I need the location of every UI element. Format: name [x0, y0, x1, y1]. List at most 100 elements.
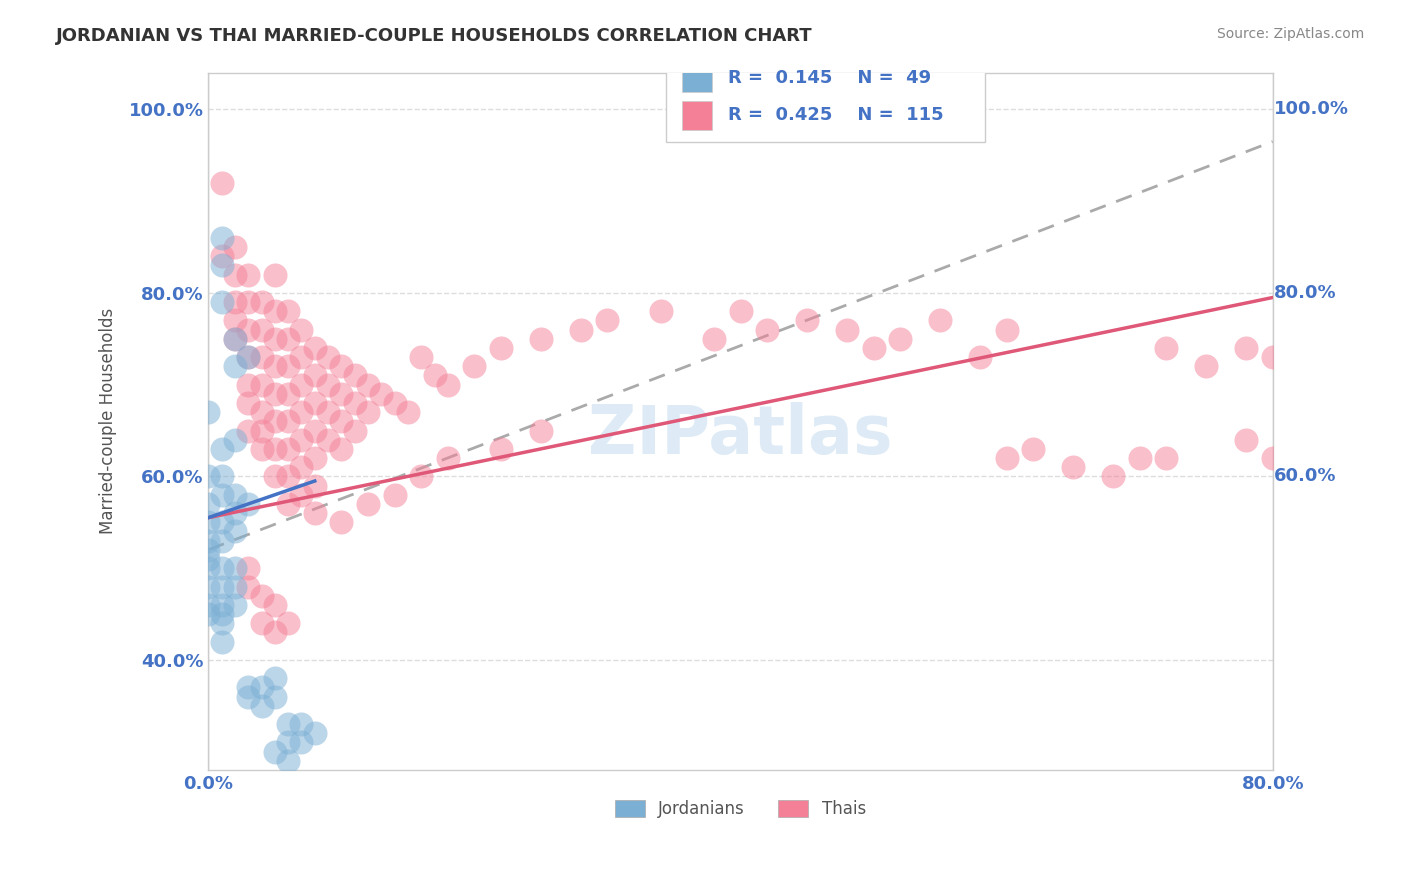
- Point: [330, 516, 353, 530]
- Point: [238, 268, 260, 282]
- Point: [277, 332, 299, 346]
- Point: [304, 341, 326, 355]
- Point: [569, 323, 592, 337]
- Point: [224, 332, 246, 346]
- Point: [290, 405, 312, 419]
- Point: [250, 616, 273, 631]
- Point: [290, 735, 312, 749]
- Point: [197, 516, 219, 530]
- Point: [889, 332, 911, 346]
- Point: [290, 377, 312, 392]
- Point: [263, 359, 285, 374]
- Point: [756, 323, 779, 337]
- Point: [650, 304, 672, 318]
- Point: [290, 460, 312, 475]
- Point: [1102, 469, 1125, 483]
- Point: [238, 681, 260, 695]
- Point: [277, 442, 299, 456]
- Point: [290, 717, 312, 731]
- Point: [330, 387, 353, 401]
- Point: [995, 323, 1018, 337]
- Point: [211, 176, 233, 190]
- Point: [250, 295, 273, 310]
- Point: [197, 552, 219, 566]
- Point: [224, 313, 246, 327]
- Point: [530, 332, 553, 346]
- Point: [411, 350, 433, 364]
- Point: [530, 424, 553, 438]
- Point: [211, 561, 233, 575]
- Point: [263, 745, 285, 759]
- Point: [224, 488, 246, 502]
- Point: [357, 497, 380, 511]
- Point: [357, 377, 380, 392]
- Point: [437, 451, 460, 466]
- Point: [238, 497, 260, 511]
- Point: [238, 323, 260, 337]
- Point: [263, 332, 285, 346]
- Point: [290, 433, 312, 447]
- Point: [224, 332, 246, 346]
- Point: [238, 396, 260, 410]
- Point: [995, 451, 1018, 466]
- Point: [384, 396, 406, 410]
- Point: [277, 754, 299, 768]
- Point: [224, 295, 246, 310]
- Point: [238, 377, 260, 392]
- Point: [703, 332, 725, 346]
- Point: [211, 634, 233, 648]
- Point: [224, 598, 246, 612]
- Point: [796, 313, 818, 327]
- Point: [370, 387, 392, 401]
- Point: [277, 359, 299, 374]
- Point: [211, 295, 233, 310]
- Point: [316, 433, 339, 447]
- Point: [330, 414, 353, 428]
- Point: [1156, 451, 1178, 466]
- Point: [250, 405, 273, 419]
- Point: [224, 561, 246, 575]
- Point: [330, 442, 353, 456]
- Point: [250, 698, 273, 713]
- Point: [730, 304, 752, 318]
- Point: [316, 405, 339, 419]
- Point: [1261, 350, 1284, 364]
- Point: [197, 580, 219, 594]
- Point: [343, 368, 366, 383]
- Point: [211, 533, 233, 548]
- Point: [277, 304, 299, 318]
- Point: [1062, 460, 1084, 475]
- Text: 80.0%: 80.0%: [1274, 284, 1337, 301]
- Point: [277, 387, 299, 401]
- Point: [211, 516, 233, 530]
- Point: [263, 625, 285, 640]
- Point: [211, 442, 233, 456]
- Point: [290, 350, 312, 364]
- Point: [1234, 341, 1257, 355]
- Y-axis label: Married-couple Households: Married-couple Households: [100, 309, 117, 534]
- Point: [596, 313, 619, 327]
- FancyBboxPatch shape: [682, 101, 711, 130]
- Point: [411, 469, 433, 483]
- Point: [437, 377, 460, 392]
- Point: [211, 249, 233, 263]
- Point: [277, 414, 299, 428]
- Point: [969, 350, 991, 364]
- Point: [224, 580, 246, 594]
- Point: [1261, 451, 1284, 466]
- Point: [304, 451, 326, 466]
- Point: [197, 405, 219, 419]
- Point: [211, 607, 233, 621]
- FancyBboxPatch shape: [682, 63, 711, 92]
- Point: [384, 488, 406, 502]
- Text: JORDANIAN VS THAI MARRIED-COUPLE HOUSEHOLDS CORRELATION CHART: JORDANIAN VS THAI MARRIED-COUPLE HOUSEHO…: [56, 27, 813, 45]
- Legend: Jordanians, Thais: Jordanians, Thais: [609, 793, 873, 824]
- Point: [835, 323, 858, 337]
- Text: 60.0%: 60.0%: [1274, 467, 1336, 485]
- Point: [238, 561, 260, 575]
- Point: [862, 341, 884, 355]
- Point: [263, 671, 285, 685]
- Point: [277, 616, 299, 631]
- Point: [1156, 341, 1178, 355]
- Point: [489, 442, 512, 456]
